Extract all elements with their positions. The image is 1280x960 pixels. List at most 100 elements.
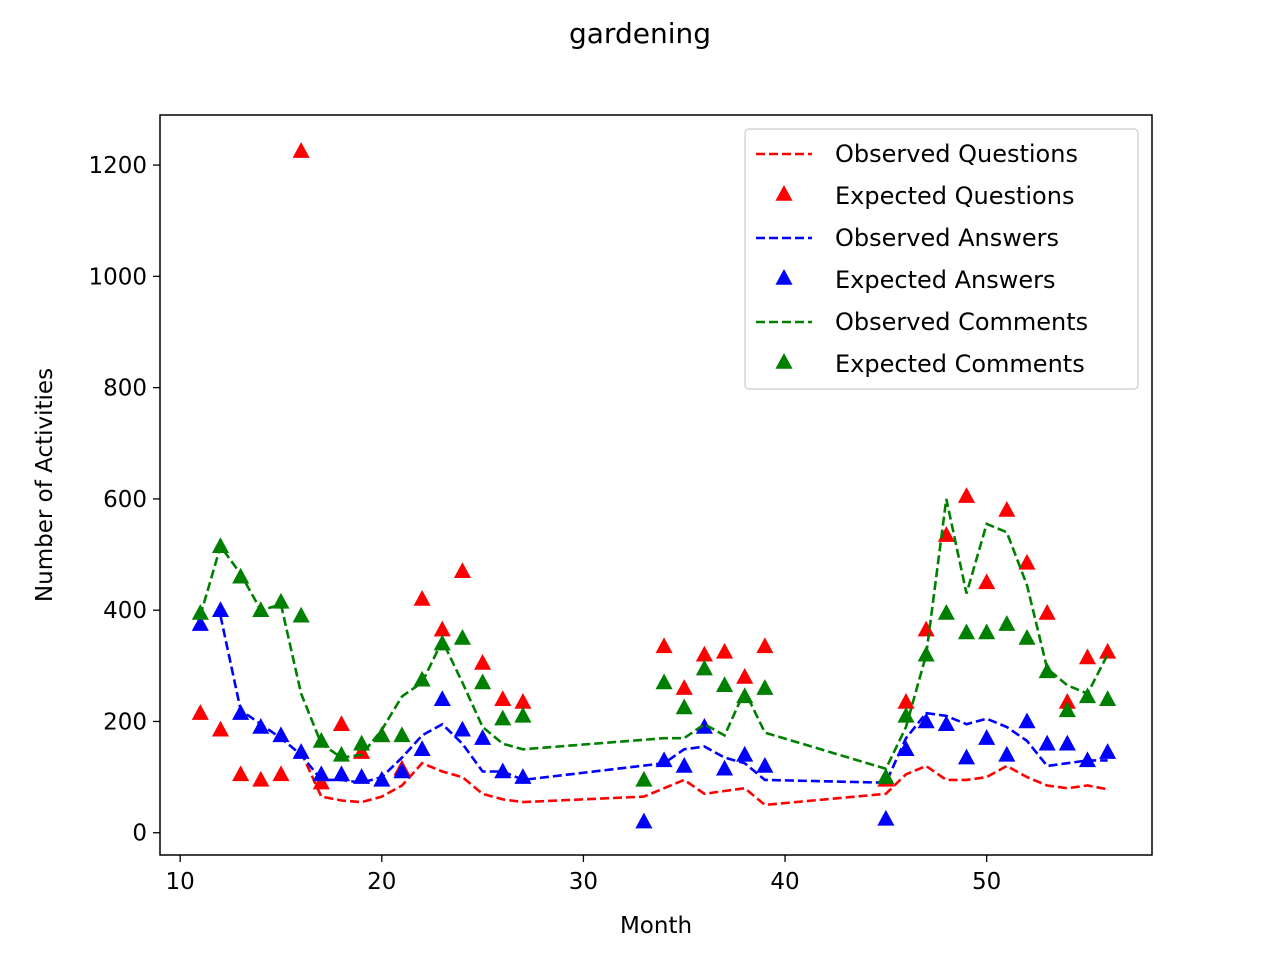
expected-questions-point [1078, 648, 1097, 665]
expected-comments-point [1038, 662, 1056, 679]
expected-questions-point [957, 487, 976, 503]
expected-questions-point [1018, 553, 1036, 570]
chart-title: gardening [569, 17, 711, 50]
legend: Observed Questions Expected Questions Obse… [744, 128, 1139, 390]
expected-answers-point [695, 718, 713, 734]
axes: 10 20 30 40 50 0 200 400 600 800 1000 1200 [88, 153, 1001, 895]
expected-comments-point [211, 537, 230, 553]
expected-comments-point [655, 673, 673, 690]
expected-comments-point [453, 629, 471, 645]
expected-comments-point [474, 673, 492, 690]
expected-comments-point [675, 698, 693, 715]
plot-frame [159, 114, 1153, 856]
expected-questions-point [211, 720, 230, 737]
expected-comments-point [191, 603, 209, 620]
expected-questions-point [675, 679, 693, 695]
expected-answers-point [413, 740, 431, 757]
expected-answers-point [494, 762, 512, 779]
expected-comments-point [695, 659, 713, 676]
expected-answers-point [453, 720, 471, 737]
x-tick-label: 50 [972, 869, 1001, 895]
x-tick-label: 40 [770, 869, 799, 895]
expected-answers-point [877, 809, 895, 826]
legend-label-observed-comments: Observed Comments [835, 308, 1088, 336]
expected-questions-point [332, 715, 351, 731]
x-tick-label: 30 [569, 869, 598, 895]
expected-questions-point [413, 590, 431, 606]
expected-comments-point [1058, 701, 1076, 718]
expected-answers-point [736, 745, 754, 762]
expected-questions-point [756, 637, 774, 654]
expected-answers-point [897, 740, 915, 757]
expected-questions-point [433, 620, 451, 637]
expected-comments-point [373, 726, 391, 743]
expected-comments-point [393, 726, 411, 743]
expected-questions-point [1038, 603, 1056, 620]
expected-answers-point [756, 756, 774, 773]
expected-questions-point [191, 704, 209, 720]
expected-answers-point [211, 601, 230, 617]
expected-answers-point [433, 690, 451, 706]
expected-questions-point [272, 765, 290, 782]
expected-answers-point [1099, 743, 1117, 759]
expected-comments-point [736, 687, 754, 704]
y-tick-label: 0 [132, 821, 147, 847]
expected-questions-point [1058, 692, 1076, 709]
expected-questions-point [655, 637, 673, 654]
expected-answers-point [937, 715, 955, 731]
expected-questions-point [1099, 642, 1117, 659]
expected-answers-point [1038, 734, 1056, 751]
expected-questions-point [897, 692, 915, 709]
expected-comments-point [494, 709, 512, 726]
expected-questions-point [232, 765, 250, 782]
legend-box [744, 128, 1139, 390]
observed-questions-line [299, 751, 1108, 807]
expected-answers-point [514, 768, 532, 784]
expected-answers-point [675, 756, 693, 773]
y-axis-label: Number of Activities [32, 368, 58, 602]
expected-comments-point [957, 623, 976, 640]
expected-comments-point [877, 768, 895, 784]
expected-questions-point [978, 573, 996, 590]
expected-answers-point [252, 718, 270, 734]
expected-comments-point [433, 634, 451, 651]
legend-label-expected-comments: Expected Comments [835, 350, 1085, 378]
expected-answers-point [191, 615, 209, 631]
expected-comments-point [897, 706, 915, 723]
legend-swatch-expected-comments [775, 353, 793, 369]
expected-comments-point [252, 601, 270, 617]
expected-questions-point [292, 142, 310, 158]
expected-questions-point [736, 667, 754, 684]
expected-comments-point [1018, 629, 1036, 645]
expected-comments-point [292, 606, 310, 623]
expected-questions-point [252, 770, 270, 787]
expected-comments-point [635, 770, 653, 787]
expected-comments-point [716, 676, 734, 693]
legend-label-observed-answers: Observed Answers [835, 224, 1059, 252]
expected-questions-point [917, 620, 935, 637]
expected-questions-point [494, 690, 512, 706]
y-tick-label: 400 [103, 598, 147, 624]
expected-answers-point [957, 748, 976, 765]
expected-answers-point [716, 759, 734, 776]
legend-swatch-expected-answers [775, 269, 793, 285]
expected-answers-point [978, 729, 996, 745]
expected-comments-point [413, 670, 431, 687]
y-tick-label: 600 [103, 487, 147, 513]
expected-comments-point [1078, 687, 1097, 704]
expected-questions-point [312, 773, 330, 790]
legend-label-expected-answers: Expected Answers [835, 266, 1056, 294]
expected-comments-point [756, 679, 774, 695]
expected-answers-point [635, 812, 653, 829]
x-axis-label: Month [620, 913, 692, 939]
expected-comments-point [312, 731, 330, 748]
expected-answers-point [353, 768, 371, 784]
x-tick-label: 20 [367, 869, 396, 895]
observed-answers-line [219, 615, 1108, 785]
legend-label-observed-questions: Observed Questions [835, 140, 1078, 168]
expected-comments-point [514, 706, 532, 723]
y-tick-label: 200 [103, 709, 147, 735]
expected-answers-point [1018, 712, 1036, 729]
expected-answers-point [393, 762, 411, 779]
